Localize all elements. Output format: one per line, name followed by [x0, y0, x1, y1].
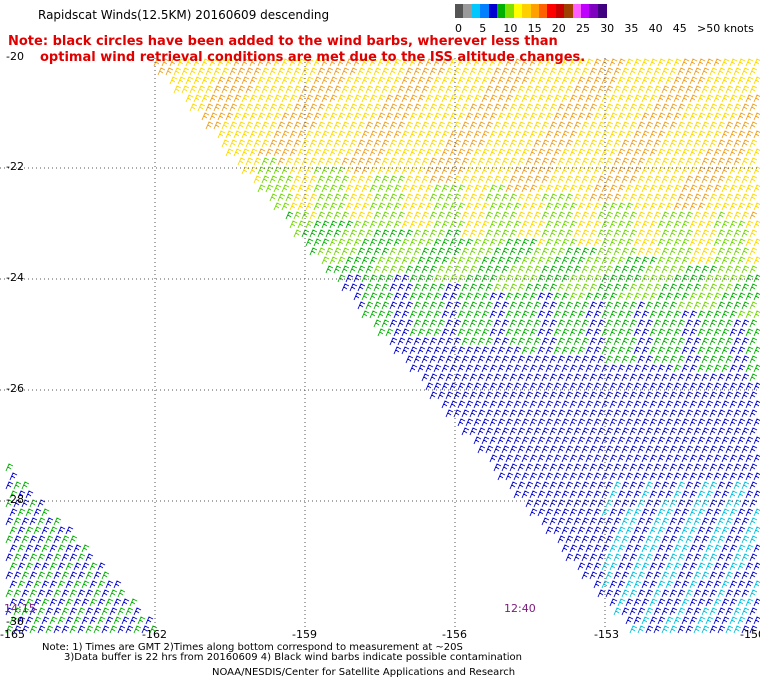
- lat-label: -24: [6, 271, 24, 284]
- scale-swatch: [522, 4, 532, 18]
- lon-label: -156: [442, 628, 467, 641]
- scale-label: >50 knots: [697, 22, 754, 35]
- scale-label: 45: [672, 22, 687, 35]
- lon-label: -153: [594, 628, 619, 641]
- scale-swatch: [463, 4, 473, 18]
- scale-label: 20: [551, 22, 566, 35]
- scale-swatch: [488, 4, 498, 18]
- lon-label: -165: [0, 628, 25, 641]
- scale-swatch: [597, 4, 608, 18]
- lat-label: -22: [6, 160, 24, 173]
- scale-label: 25: [576, 22, 590, 35]
- scale-label: 10: [503, 22, 518, 35]
- lon-label: -150: [740, 628, 760, 641]
- scale-swatch: [505, 4, 515, 18]
- barb-group: [257, 157, 760, 319]
- barb-group: [153, 58, 760, 220]
- scale-label: 15: [527, 22, 542, 35]
- scale-label: 30: [600, 22, 615, 35]
- lat-lon-grid: [0, 58, 760, 630]
- scale-label: 40: [648, 22, 663, 35]
- scale-swatch: [471, 4, 482, 18]
- time-label-right: 12:40: [504, 602, 536, 615]
- scale-swatch: [589, 4, 599, 18]
- scale-label: 35: [624, 22, 639, 35]
- note-line-1: Note: black circles have been added to t…: [8, 34, 558, 49]
- scale-swatch: [513, 4, 524, 18]
- scale-swatch: [480, 4, 490, 18]
- time-label-left: 14:15: [4, 602, 36, 615]
- scale-label: 5: [479, 22, 487, 35]
- footer-note-1: Note: 1) Times are GMT 2)Times along bot…: [42, 642, 463, 653]
- barb-group: [5, 211, 760, 634]
- lat-label: -30: [6, 615, 24, 628]
- note-line-2: optimal wind retrieval conditions are me…: [40, 50, 586, 65]
- barb-group: [601, 481, 760, 634]
- lat-label: -28: [6, 493, 24, 506]
- footer-credit: NOAA/NESDIS/Center for Satellite Applica…: [212, 667, 516, 678]
- scale-swatch: [455, 4, 465, 18]
- scale-swatch: [539, 4, 549, 18]
- lon-label: -162: [142, 628, 167, 641]
- scale-swatch: [581, 4, 591, 18]
- red-note: Note: black circles have been added to t…: [8, 34, 585, 66]
- scale-swatch: [497, 4, 507, 18]
- lon-label: -159: [292, 628, 317, 641]
- scale-swatch: [547, 4, 557, 18]
- scale-swatch: [530, 4, 540, 18]
- lat-label: -26: [6, 382, 24, 395]
- map-title: Rapidscat Winds(12.5KM) 20160609 descend…: [38, 8, 330, 22]
- scale-swatch: [555, 4, 566, 18]
- scale-swatch: [564, 4, 574, 18]
- scale-label: 0: [455, 22, 462, 35]
- barb-group: [169, 58, 760, 265]
- scale-swatch: [572, 4, 582, 18]
- lat-label: -20: [6, 50, 24, 63]
- wind-barbs: [5, 58, 760, 634]
- barb-group: [5, 274, 760, 634]
- footer-note-2: 3)Data buffer is 22 hrs from 20160609 4)…: [64, 652, 522, 663]
